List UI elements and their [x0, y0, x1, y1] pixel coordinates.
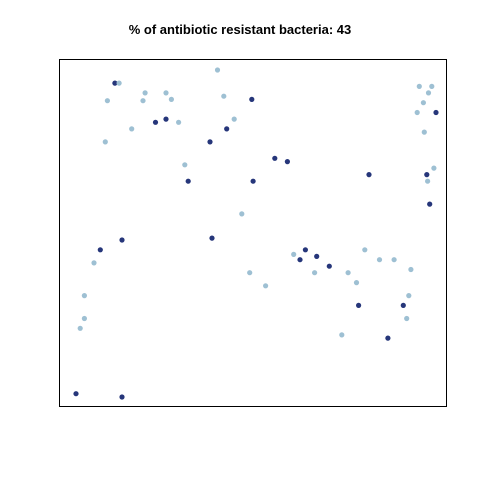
susceptible-bacterium-dot [425, 90, 432, 96]
susceptible-bacterium-dot [102, 139, 108, 145]
susceptible-bacterium-dot [140, 98, 146, 104]
chart-title: % of antibiotic resistant bacteria: 43 [128, 22, 352, 37]
resistant-bacterium-dot [314, 253, 320, 259]
resistant-bacterium-dot [427, 201, 433, 207]
resistant-bacterium-dot [119, 237, 125, 243]
resistant-bacterium-dot [185, 178, 191, 184]
susceptible-bacterium-dot [431, 165, 437, 171]
susceptible-bacterium-dot [142, 90, 148, 96]
susceptible-bacterium-dot [239, 211, 245, 217]
susceptible-bacterium-dot [353, 280, 360, 286]
susceptible-bacterium-dot [129, 126, 135, 132]
resistant-bacterium-dot [152, 119, 159, 125]
resistant-bacterium-dot [163, 116, 169, 122]
susceptible-bacterium-dot [391, 257, 397, 263]
resistant-bacterium-dot [112, 80, 118, 86]
susceptible-bacterium-dot [420, 100, 426, 106]
susceptible-bacterium-dot [429, 83, 435, 89]
susceptible-bacterium-dot [231, 116, 237, 122]
plot-frame [59, 59, 447, 407]
susceptible-bacterium-dot [116, 80, 122, 86]
susceptible-bacterium-dot [404, 315, 410, 322]
resistant-bacterium-dot [250, 178, 256, 184]
susceptible-bacterium-dot [339, 332, 345, 338]
susceptible-bacterium-dot [406, 293, 412, 299]
resistant-bacterium-dot [366, 172, 372, 178]
resistant-bacterium-dot [385, 335, 391, 341]
resistant-bacterium-dot [97, 247, 103, 253]
resistant-bacterium-dot [73, 391, 79, 397]
susceptible-bacterium-dot [81, 293, 87, 299]
susceptible-bacterium-dot [362, 247, 368, 253]
susceptible-bacterium-dot [376, 257, 383, 263]
susceptible-bacterium-dot [91, 260, 97, 266]
susceptible-bacterium-dot [416, 83, 422, 89]
resistant-bacterium-dot [424, 172, 430, 178]
resistant-bacterium-dot [119, 394, 125, 400]
susceptible-bacterium-dot [414, 109, 420, 116]
susceptible-bacterium-dot [77, 325, 83, 331]
susceptible-bacterium-dot [425, 178, 431, 184]
resistant-bacterium-dot [284, 159, 290, 165]
resistant-bacterium-dot [249, 96, 255, 102]
susceptible-bacterium-dot [345, 270, 351, 276]
susceptible-bacterium-dot [408, 266, 414, 273]
susceptible-bacterium-dot [263, 283, 269, 289]
susceptible-bacterium-dot [104, 98, 110, 104]
resistant-bacterium-dot [297, 257, 303, 263]
resistant-bacterium-dot [207, 139, 213, 145]
susceptible-bacterium-dot [214, 67, 221, 73]
susceptible-bacterium-dot [247, 270, 253, 276]
resistant-bacterium-dot [302, 247, 308, 253]
susceptible-bacterium-dot [312, 270, 318, 276]
susceptible-bacterium-dot [221, 93, 227, 99]
resistant-bacterium-dot [272, 155, 278, 161]
resistant-bacterium-dot [209, 235, 215, 241]
susceptible-bacterium-dot [182, 162, 188, 168]
resistant-bacterium-dot [224, 126, 230, 132]
susceptible-bacterium-dot [176, 119, 182, 125]
susceptible-bacterium-dot [291, 251, 297, 257]
resistant-bacterium-dot [433, 109, 439, 116]
bacteria-dots [73, 67, 439, 400]
resistant-bacterium-dot [326, 263, 332, 269]
susceptible-bacterium-dot [421, 129, 427, 135]
resistant-bacterium-dot [400, 302, 406, 308]
susceptible-bacterium-dot [168, 96, 174, 102]
resistant-bacterium-dot [356, 302, 362, 308]
susceptible-bacterium-dot [81, 315, 87, 322]
susceptible-bacterium-dot [163, 90, 169, 96]
